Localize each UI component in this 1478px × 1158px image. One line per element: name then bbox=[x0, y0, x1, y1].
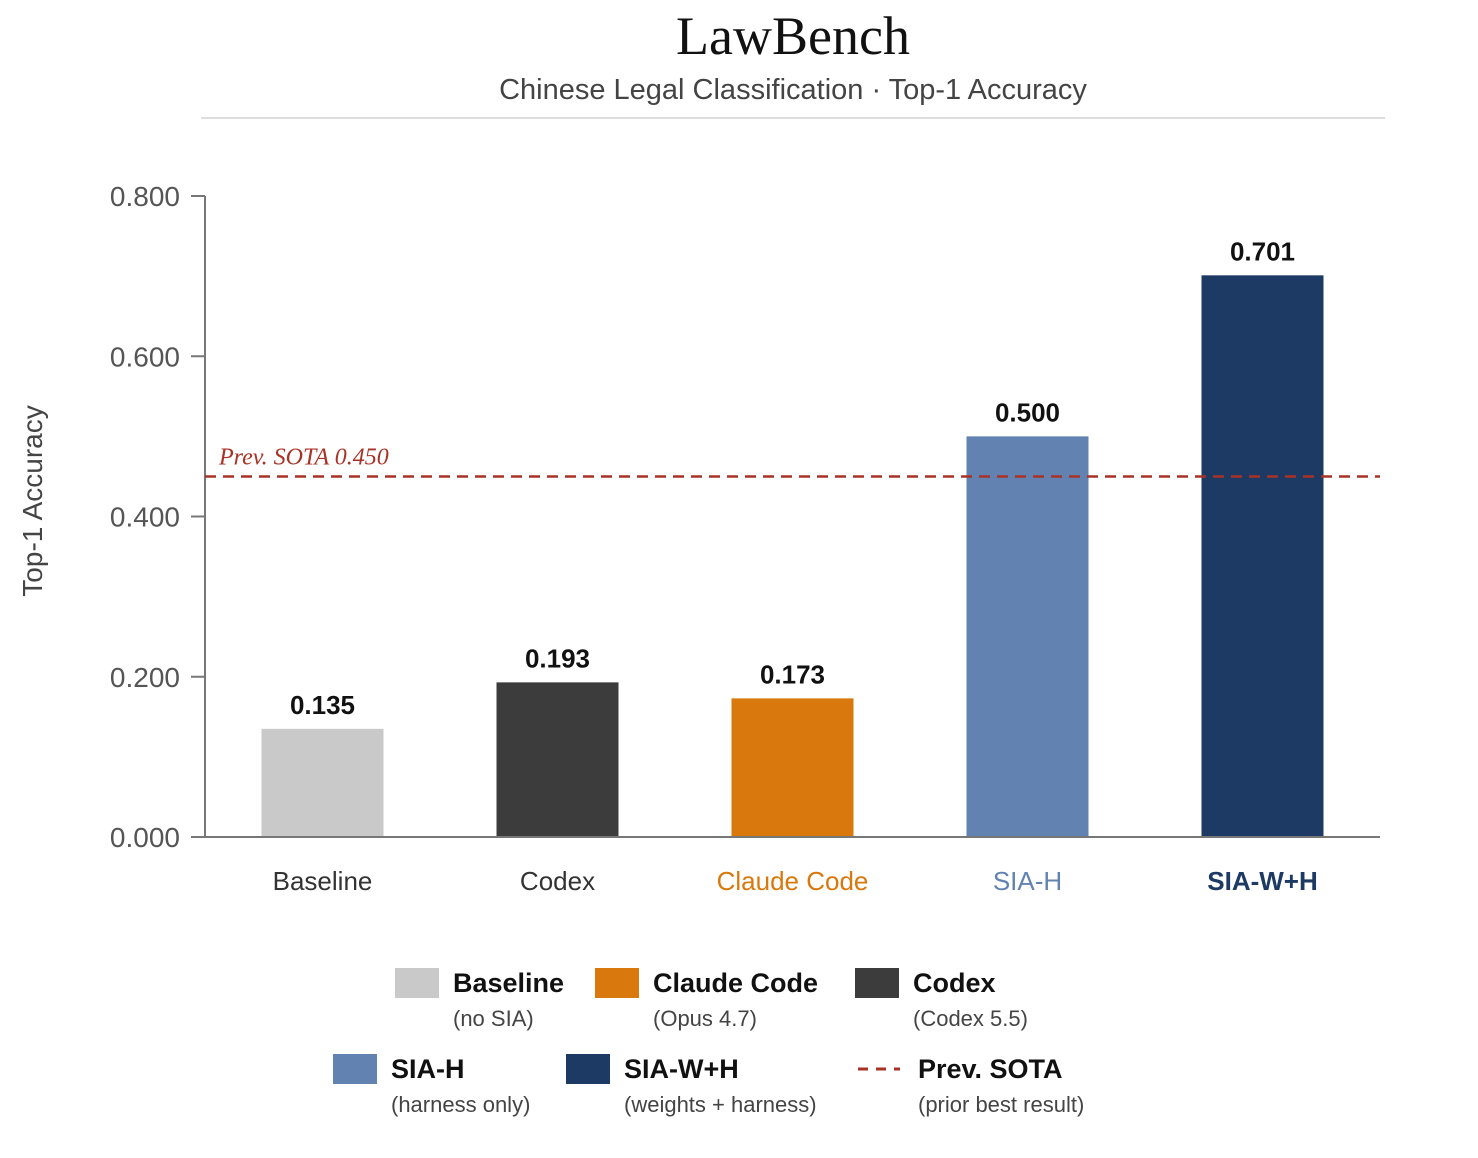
legend-item-note: (Codex 5.5) bbox=[913, 1006, 1028, 1031]
bar bbox=[261, 728, 384, 837]
y-tick-label: 0.800 bbox=[110, 181, 180, 212]
bar-value-label: 0.135 bbox=[290, 690, 355, 720]
legend-item-note: (weights + harness) bbox=[624, 1092, 817, 1117]
bar bbox=[966, 436, 1089, 837]
legend-swatch bbox=[395, 968, 439, 998]
legend-item-name: Prev. SOTA bbox=[918, 1054, 1063, 1084]
bar bbox=[731, 698, 854, 837]
y-axis-title: Top-1 Accuracy bbox=[17, 405, 48, 596]
x-tick-label: Codex bbox=[520, 866, 595, 896]
legend-item-name: Baseline bbox=[453, 968, 564, 998]
legend-item-name: SIA-H bbox=[391, 1054, 465, 1084]
legend: Baseline (no SIA) Claude Code (Opus 4.7) Cod… bbox=[333, 968, 1084, 1117]
chart-subtitle: Chinese Legal Classification · Top-1 Acc… bbox=[499, 74, 1087, 106]
x-tick-label: SIA-H bbox=[993, 866, 1062, 896]
y-tick-label: 0.000 bbox=[110, 822, 180, 853]
bar-value-label: 0.193 bbox=[525, 643, 590, 673]
bar-value-label: 0.173 bbox=[760, 659, 825, 689]
legend-item-note: (no SIA) bbox=[453, 1006, 534, 1031]
y-tick-label: 0.600 bbox=[110, 341, 180, 372]
x-tick-label: Claude Code bbox=[717, 866, 869, 896]
bar-value-label: 0.701 bbox=[1230, 236, 1295, 266]
bar-value-label: 0.500 bbox=[995, 397, 1060, 427]
bar bbox=[1201, 275, 1324, 838]
x-tick-label: SIA-W+H bbox=[1207, 866, 1318, 896]
bar bbox=[496, 682, 619, 837]
legend-swatch bbox=[333, 1054, 377, 1084]
legend-item-note: (prior best result) bbox=[918, 1092, 1084, 1117]
chart-title: LawBench bbox=[676, 6, 910, 66]
legend-item-name: Codex bbox=[913, 968, 996, 998]
legend-item-note: (harness only) bbox=[391, 1092, 530, 1117]
legend-item-name: SIA-W+H bbox=[624, 1054, 739, 1084]
plot-area: 0.000 0.200 0.400 0.600 0.800 0.135 Baseline 0.… bbox=[110, 181, 1380, 896]
legend-item-name: Claude Code bbox=[653, 968, 818, 998]
legend-swatch bbox=[566, 1054, 610, 1084]
y-tick-label: 0.400 bbox=[110, 502, 180, 533]
y-tick-label: 0.200 bbox=[110, 662, 180, 693]
legend-item-note: (Opus 4.7) bbox=[653, 1006, 757, 1031]
x-tick-label: Baseline bbox=[273, 866, 373, 896]
legend-swatch bbox=[595, 968, 639, 998]
legend-swatch bbox=[855, 968, 899, 998]
reference-line-label: Prev. SOTA 0.450 bbox=[218, 444, 389, 470]
